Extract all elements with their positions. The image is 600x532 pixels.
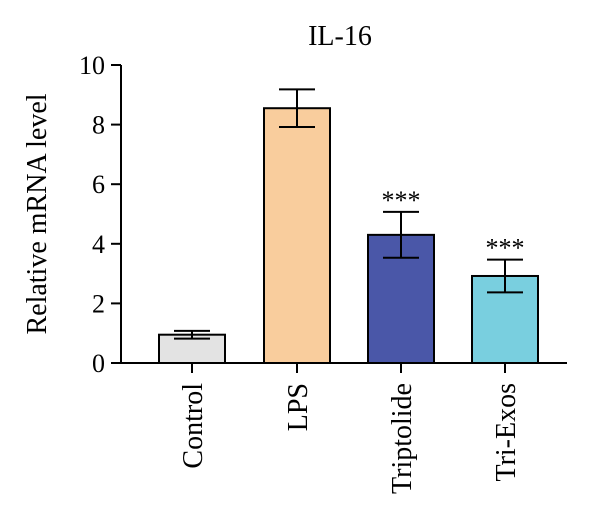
y-tick-label: 2 xyxy=(92,289,105,318)
x-tick-label: Tri-Exos xyxy=(491,383,522,482)
y-axis-label: Relative mRNA level xyxy=(22,93,53,334)
y-tick-label: 6 xyxy=(92,170,105,199)
x-tick-label: Control xyxy=(178,383,209,469)
labels: 0 2 4 6 8 10 Control LPS Triptolide *** Tri-Exos **… xyxy=(79,51,525,494)
x-tick-label: Triptolide xyxy=(387,383,418,494)
bar-lps xyxy=(263,107,331,364)
y-tick-label: 4 xyxy=(92,230,105,259)
significance-label: *** xyxy=(382,186,421,215)
y-tick-label: 10 xyxy=(79,51,105,80)
x-tick-label: LPS xyxy=(283,383,314,431)
bars xyxy=(158,88,539,365)
chart-title: IL-16 xyxy=(308,21,372,52)
y-tick-label: 8 xyxy=(92,111,105,140)
significance-label: *** xyxy=(486,234,525,263)
y-tick-label: 0 xyxy=(92,349,105,378)
